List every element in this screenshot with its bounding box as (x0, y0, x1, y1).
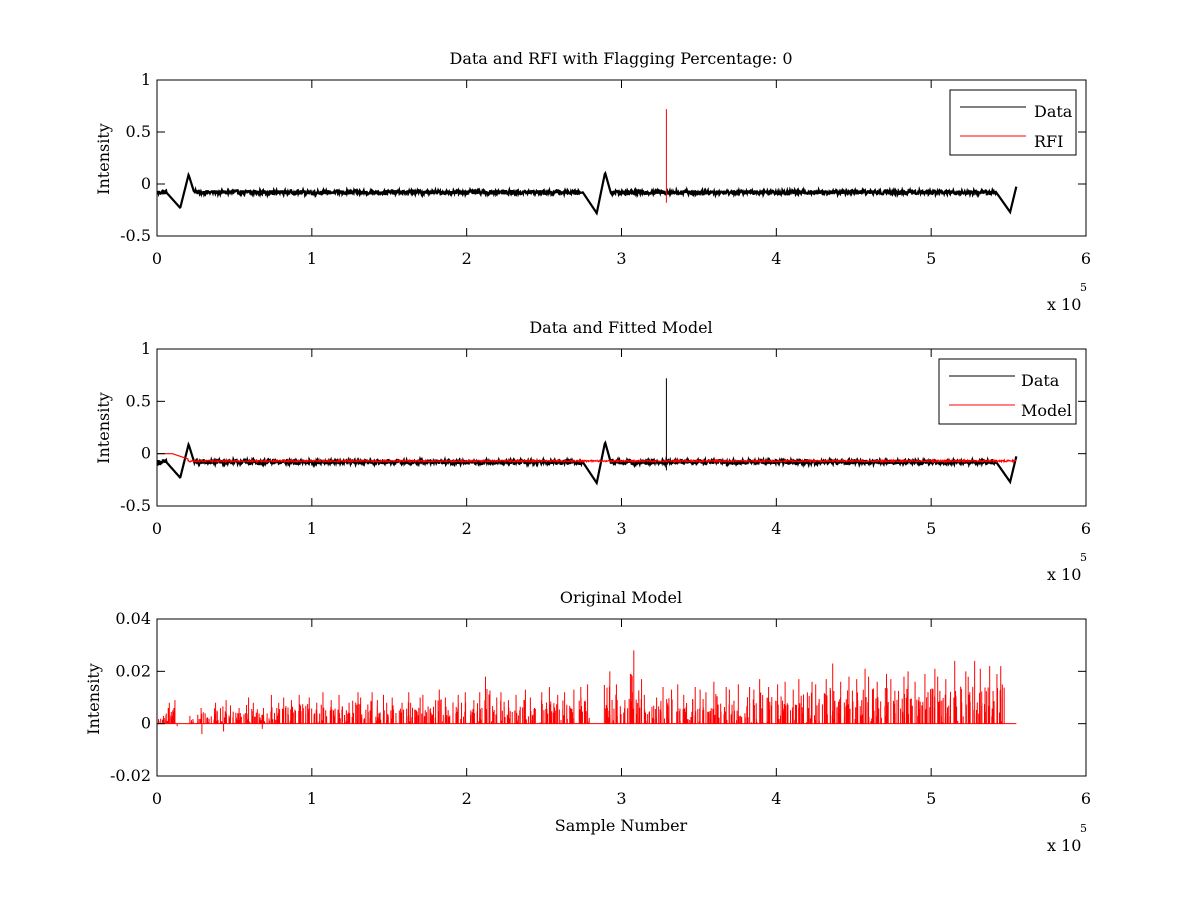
y-tick-label: -0.5 (120, 226, 151, 245)
legend-box (949, 89, 1077, 156)
x-tick-label: 5 (926, 249, 936, 268)
x-tick-label: 3 (616, 249, 626, 268)
x-tick-label: 6 (1081, 249, 1091, 268)
y-tick-label: 1 (141, 70, 151, 89)
legend: Data RFI (949, 89, 1077, 156)
legend-label-rfi: RFI (1034, 132, 1063, 151)
x-exponent-power: 5 (1080, 551, 1087, 564)
legend: Data Model (938, 358, 1077, 425)
x-tick-label: 0 (152, 519, 162, 538)
y-axis-label: Intensity (84, 663, 103, 735)
x-tick-label: 4 (771, 789, 781, 808)
axes-box (156, 618, 1087, 777)
x-exponent-power: 5 (1080, 822, 1087, 835)
x-tick-label: 1 (307, 789, 317, 808)
x-tick-label: 2 (462, 789, 472, 808)
x-tick-label: 5 (926, 519, 936, 538)
x-tick-label: 1 (307, 249, 317, 268)
y-axis-label: Intensity (94, 123, 113, 195)
x-tick-label: 0 (152, 789, 162, 808)
y-tick-label: 0 (141, 174, 151, 193)
subplot-title: Data and RFI with Flagging Percentage: 0 (449, 49, 792, 68)
series-data-line (157, 170, 1018, 216)
x-axis-label: Sample Number (555, 816, 688, 835)
legend-label-model: Model (1021, 401, 1072, 420)
subplot-title: Data and Fitted Model (529, 318, 712, 337)
series-model-line (157, 453, 1017, 464)
x-tick-label: 0 (152, 249, 162, 268)
x-exponent: x 10 (1047, 565, 1081, 584)
series-model-original-pulses (158, 650, 1005, 735)
y-tick-label: 0 (141, 444, 151, 463)
axes-box (156, 79, 1087, 237)
y-tick-label: 1 (141, 339, 151, 358)
subplot-rfi: Data and RFI with Flagging Percentage: 0… (94, 49, 1091, 314)
legend-label-data: Data (1034, 102, 1073, 121)
y-tick-label: 0.5 (126, 122, 151, 141)
y-tick-label: 0.5 (126, 391, 151, 410)
y-tick-label: -0.02 (110, 766, 151, 785)
x-exponent: x 10 (1047, 295, 1081, 314)
x-tick-label: 1 (307, 519, 317, 538)
y-tick-label: 0.02 (115, 661, 151, 680)
x-tick-label: 5 (926, 789, 936, 808)
x-tick-label: 6 (1081, 789, 1091, 808)
x-tick-label: 2 (462, 519, 472, 538)
subplot-title: Original Model (560, 588, 682, 607)
x-tick-label: 2 (462, 249, 472, 268)
x-tick-label: 4 (771, 249, 781, 268)
x-tick-label: 3 (616, 519, 626, 538)
x-tick-label: 4 (771, 519, 781, 538)
x-exponent: x 10 (1047, 836, 1081, 855)
legend-box (938, 358, 1077, 425)
series-data-line (157, 440, 1018, 486)
legend-label-data: Data (1021, 371, 1060, 390)
x-tick-label: 6 (1081, 519, 1091, 538)
x-exponent-power: 5 (1080, 281, 1087, 294)
x-tick-label: 3 (616, 789, 626, 808)
y-tick-label: -0.5 (120, 496, 151, 515)
y-tick-label: 0.04 (115, 609, 151, 628)
y-axis-label: Intensity (94, 392, 113, 464)
y-tick-label: 0 (141, 714, 151, 733)
